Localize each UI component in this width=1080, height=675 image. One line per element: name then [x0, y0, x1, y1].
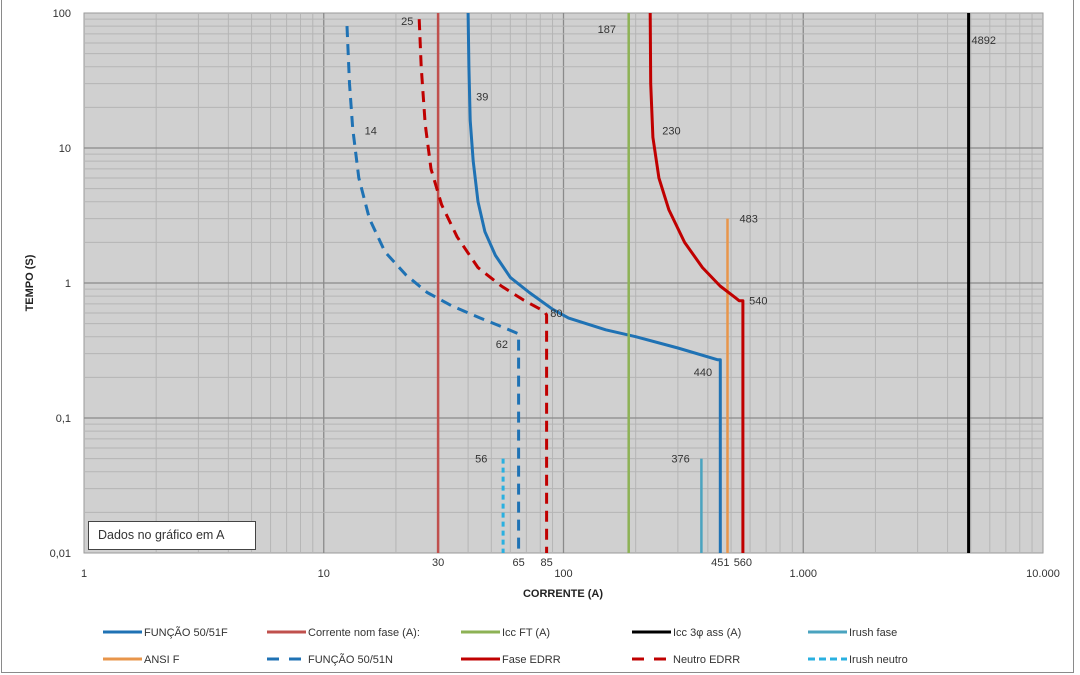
y-tick-label: 100	[53, 8, 71, 20]
x-marker-label: 30	[432, 557, 444, 569]
data-label: 62	[496, 339, 508, 351]
series-group	[345, 12, 971, 553]
y-tick-label: 1	[65, 278, 71, 290]
data-label: 14	[365, 125, 377, 137]
data-label: 56	[475, 454, 487, 466]
legend-label: Corrente nom fase (A):	[308, 627, 420, 639]
y-axis-title: TEMPO (S)	[24, 254, 36, 311]
data-label: 376	[671, 454, 689, 466]
legend-label: Irush fase	[849, 627, 897, 639]
x-tick-label: 1.000	[789, 568, 817, 580]
legend-label: FUNÇÃO 50/51N	[308, 653, 393, 666]
legend-label: Irush neutro	[849, 654, 908, 666]
legend-label: Icc 3φ ass (A)	[673, 627, 741, 639]
legend: FUNÇÃO 50/51F Corrente nom fase (A): Icc F…	[103, 626, 908, 666]
grid-lines	[84, 13, 1043, 553]
x-marker-label: 65	[513, 557, 525, 569]
series-line	[466, 12, 722, 553]
data-label: 80	[550, 308, 562, 320]
data-label: 39	[476, 91, 488, 103]
series-line	[345, 26, 521, 553]
x-tick-label: 10.000	[1026, 568, 1060, 580]
legend-label: Icc FT (A)	[502, 627, 550, 639]
data-label: 25	[401, 16, 413, 28]
x-tick-label: 10	[318, 568, 330, 580]
series-line	[648, 12, 745, 553]
data-label: 540	[749, 296, 767, 308]
x-marker-label: 560	[734, 557, 752, 569]
data-label: 230	[662, 125, 680, 137]
y-tick-label: 0,01	[50, 548, 71, 560]
series-line	[417, 19, 549, 553]
x-axis-ticks: 1 10 100 1.000 10.000 30 65 85 451 560	[81, 557, 1060, 580]
y-tick-label: 0,1	[56, 413, 71, 425]
x-marker-label: 451	[711, 557, 729, 569]
y-tick-label: 10	[59, 143, 71, 155]
data-label: 483	[739, 214, 757, 226]
data-labels: 25 39 14 187 230 4892 483 540 80 62 440 56 376	[365, 16, 996, 465]
legend-label: ANSI F	[144, 654, 180, 666]
legend-label: Fase EDRR	[502, 654, 561, 666]
x-axis-title: CORRENTE (A)	[523, 588, 603, 600]
x-tick-label: 1	[81, 568, 87, 580]
x-tick-label: 100	[554, 568, 572, 580]
legend-label: Neutro EDRR	[673, 654, 740, 666]
data-label: 187	[598, 24, 616, 36]
y-axis-ticks: 0,01 0,1 1 10 100	[50, 8, 71, 560]
x-marker-label: 85	[540, 557, 552, 569]
data-label: 4892	[972, 35, 996, 47]
data-label: 440	[694, 367, 712, 379]
legend-label: FUNÇÃO 50/51F	[144, 626, 228, 639]
units-note: Dados no gráfico em A	[88, 521, 256, 550]
